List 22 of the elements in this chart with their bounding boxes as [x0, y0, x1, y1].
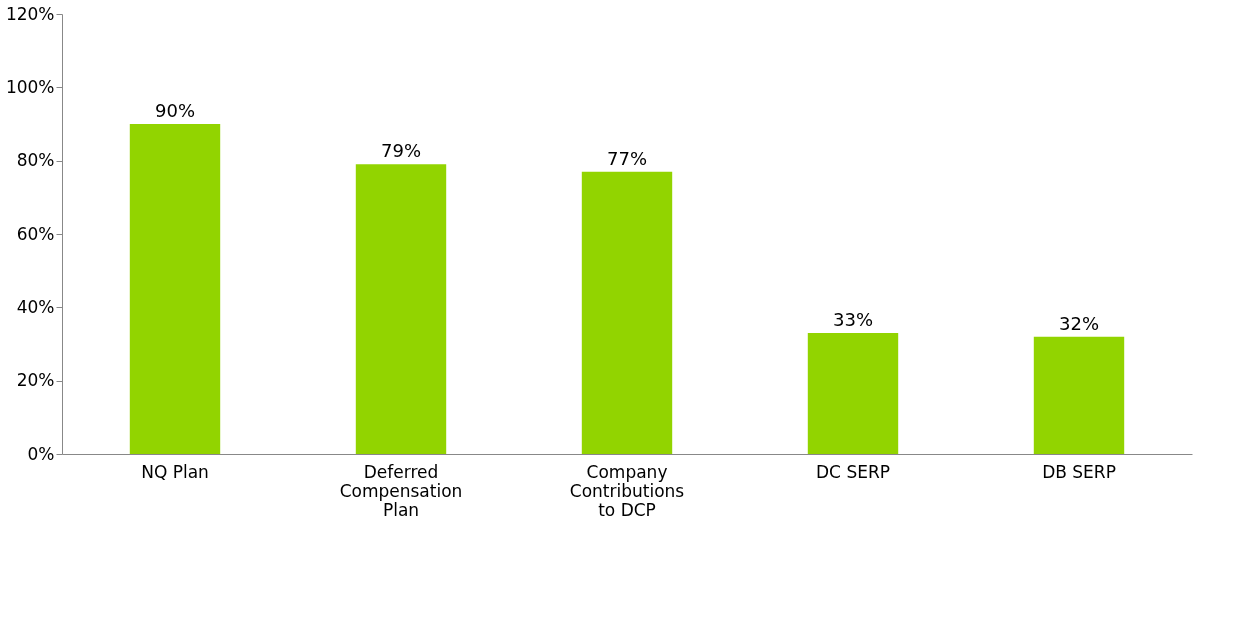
- data-label: 32%: [1058, 312, 1100, 334]
- x-tick-label: NQ Plan: [141, 461, 209, 482]
- y-tick-label: 0%: [27, 443, 55, 464]
- data-label: 33%: [832, 309, 874, 330]
- y-tick-label: 60%: [16, 223, 55, 244]
- x-tick-label: DC SERP: [816, 461, 890, 482]
- y-tick-label: 120%: [5, 3, 55, 24]
- data-label: 90%: [154, 100, 196, 121]
- y-tick-label: 100%: [5, 76, 55, 97]
- bar: [129, 124, 221, 454]
- x-tick-label: Deferred Compensation Plan: [339, 461, 463, 520]
- bar: [355, 164, 447, 454]
- data-label: 77%: [606, 147, 648, 169]
- y-tick-label: 20%: [16, 370, 55, 391]
- y-tick-label: 40%: [16, 296, 55, 317]
- bar: [807, 333, 899, 454]
- data-label: 79%: [380, 140, 422, 162]
- x-tick-label: Company Contributions to DCP: [569, 461, 685, 520]
- bar: [1033, 336, 1125, 454]
- bar: [581, 171, 673, 454]
- x-tick-label: DB SERP: [1042, 461, 1116, 482]
- y-tick-label: 80%: [16, 150, 55, 171]
